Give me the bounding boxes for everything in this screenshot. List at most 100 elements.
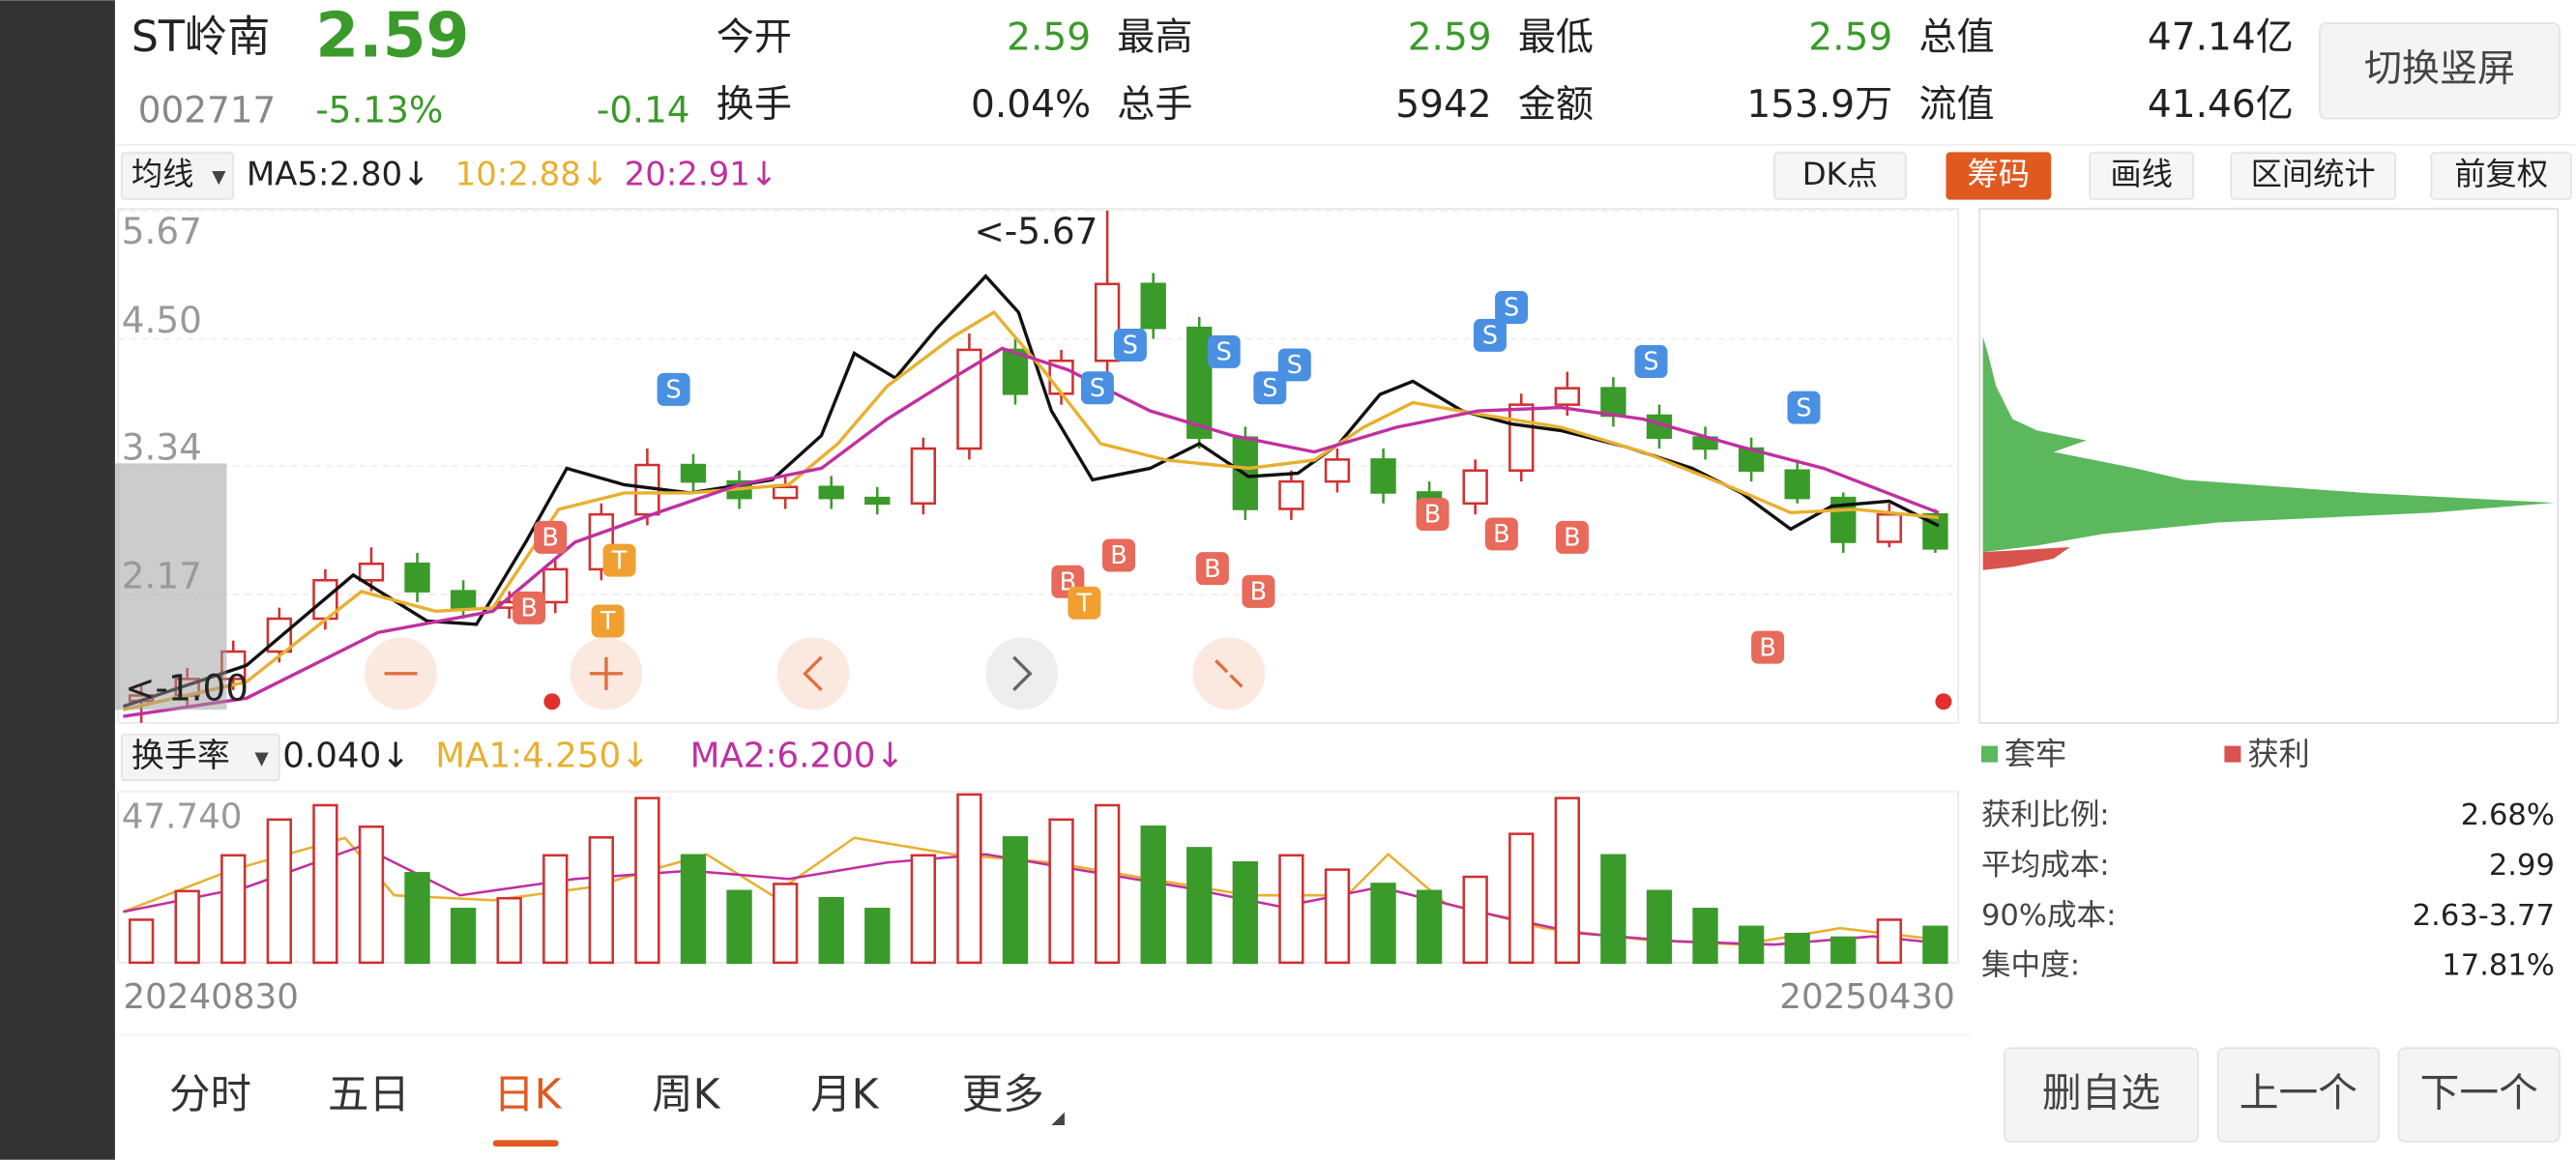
ma-menu[interactable] bbox=[120, 152, 235, 200]
legend-label: 套牢 bbox=[2005, 736, 2067, 772]
volume-bar bbox=[1232, 860, 1258, 965]
candle-body bbox=[910, 447, 936, 506]
volume-bar bbox=[680, 854, 707, 965]
signal-badge bbox=[1068, 586, 1101, 620]
volume-current: 0.040↓ bbox=[282, 736, 410, 775]
tab[interactable]: 周K bbox=[652, 1072, 720, 1119]
stat-value: 2.59 bbox=[1408, 16, 1492, 60]
toolbar-button[interactable] bbox=[1773, 152, 1907, 200]
volume-bar bbox=[1600, 854, 1626, 965]
nav-button[interactable] bbox=[2397, 1047, 2561, 1143]
stat-value: 153.9万 bbox=[1746, 83, 1892, 127]
chip-frame bbox=[1978, 208, 2560, 724]
volume-bar bbox=[1140, 825, 1166, 965]
signal-badge bbox=[1751, 630, 1785, 664]
zoom-controls bbox=[365, 637, 1952, 710]
tab[interactable]: 分时 bbox=[169, 1072, 251, 1119]
toolbar-button-label[interactable]: 前复权 bbox=[2454, 156, 2548, 192]
toolbar-button-label[interactable]: 画线 bbox=[2110, 156, 2173, 192]
chip-stat-value: 2.68% bbox=[2461, 798, 2555, 832]
tab[interactable]: 日K bbox=[493, 1072, 562, 1119]
icon bbox=[589, 656, 623, 690]
signal-label: B bbox=[1110, 541, 1127, 570]
toolbar-button-label[interactable]: DK点 bbox=[1802, 156, 1878, 192]
signal-badge bbox=[1080, 371, 1114, 405]
candle-body bbox=[450, 590, 477, 609]
reset[interactable] bbox=[1192, 637, 1266, 710]
candle-body bbox=[1554, 387, 1580, 406]
candle-body bbox=[1876, 512, 1902, 543]
volume-ma2: MA2:6.200↓ bbox=[690, 736, 905, 775]
pan-right[interactable] bbox=[985, 637, 1059, 710]
signal-label: B bbox=[520, 594, 537, 624]
stat-value: 0.04% bbox=[971, 83, 1091, 127]
dot bbox=[1935, 693, 1952, 710]
signal-label: T bbox=[1076, 589, 1093, 618]
chip-stat-label: 90%成本: bbox=[1981, 899, 2116, 933]
candle-body bbox=[266, 617, 292, 653]
pan-left[interactable] bbox=[776, 637, 850, 710]
stat-label: 流值 bbox=[1918, 83, 1994, 127]
nav-button-label[interactable]: 删自选 bbox=[2042, 1069, 2160, 1116]
vol-menu[interactable] bbox=[120, 733, 280, 782]
signal-label: B bbox=[1424, 501, 1441, 530]
volume-bar bbox=[312, 803, 338, 965]
volume-bar bbox=[956, 793, 982, 965]
candle-body bbox=[1784, 469, 1810, 500]
ma20-line bbox=[123, 346, 1940, 718]
signal-badge bbox=[1207, 334, 1241, 368]
high-annotation: <-5.67 bbox=[974, 210, 1098, 252]
tab[interactable]: 更多 bbox=[962, 1072, 1044, 1119]
volume-bar bbox=[1094, 803, 1121, 965]
side-handle[interactable] bbox=[114, 463, 227, 710]
signal-badge bbox=[1242, 574, 1275, 608]
signal-badge bbox=[1195, 552, 1229, 586]
rotate-button[interactable] bbox=[2319, 22, 2561, 120]
signal-label: B bbox=[1250, 578, 1267, 607]
candle-body bbox=[1278, 479, 1304, 510]
tab[interactable]: 五日 bbox=[328, 1072, 410, 1119]
toolbar-button[interactable] bbox=[2430, 152, 2572, 200]
signal-label: B bbox=[1759, 633, 1775, 662]
toolbar-button[interactable] bbox=[2089, 152, 2194, 200]
candle-body bbox=[818, 485, 844, 500]
rotate-button-label[interactable]: 切换竖屏 bbox=[2364, 47, 2515, 91]
signal-label: S bbox=[665, 376, 681, 405]
volume-bar bbox=[128, 918, 155, 965]
volume-title[interactable]: 换手率 bbox=[132, 737, 230, 775]
candle-body bbox=[1462, 469, 1488, 506]
chip-stat-label: 集中度: bbox=[1981, 949, 2080, 983]
nav-button-label[interactable]: 下一个 bbox=[2420, 1069, 2538, 1116]
low-annotation: <-1.00 bbox=[125, 666, 249, 709]
stat-label: 总手 bbox=[1117, 83, 1192, 127]
dot bbox=[543, 693, 561, 710]
candle-body bbox=[1140, 282, 1166, 330]
nav-button-label[interactable]: 上一个 bbox=[2239, 1069, 2357, 1116]
candle-body bbox=[1186, 326, 1213, 439]
signal-label: T bbox=[611, 546, 628, 575]
stat-label: 金额 bbox=[1518, 83, 1594, 127]
volume-bar bbox=[726, 889, 752, 965]
nav-button[interactable] bbox=[2003, 1047, 2200, 1143]
toolbar-button-label[interactable]: 筹码 bbox=[1968, 156, 2031, 192]
stat-value: 2.59 bbox=[1808, 16, 1892, 60]
change: -0.14 bbox=[597, 88, 690, 130]
nav-button[interactable] bbox=[2216, 1047, 2380, 1143]
volume-bar bbox=[220, 854, 247, 965]
signal-label: B bbox=[1564, 524, 1580, 553]
candle-body bbox=[1094, 282, 1121, 362]
volume-bar bbox=[174, 889, 200, 965]
toolbar-button-label[interactable]: 区间统计 bbox=[2251, 156, 2376, 192]
toolbar-button[interactable] bbox=[2230, 152, 2396, 200]
volume-bar bbox=[1738, 925, 1765, 965]
signal-label: S bbox=[1796, 393, 1811, 422]
tab[interactable]: 月K bbox=[810, 1072, 879, 1119]
toolbar: 均线 ▼ MA5:2.80↓ 10:2.88↓ 20:2.91↓ bbox=[120, 152, 777, 200]
toolbar-button[interactable] bbox=[1946, 152, 2052, 200]
signal-label: S bbox=[1504, 294, 1519, 323]
stock-name: ST岭南 bbox=[132, 13, 270, 62]
ma-menu-label[interactable]: 均线 bbox=[132, 156, 194, 192]
candle-body bbox=[772, 485, 799, 500]
volume-bar bbox=[864, 908, 891, 965]
